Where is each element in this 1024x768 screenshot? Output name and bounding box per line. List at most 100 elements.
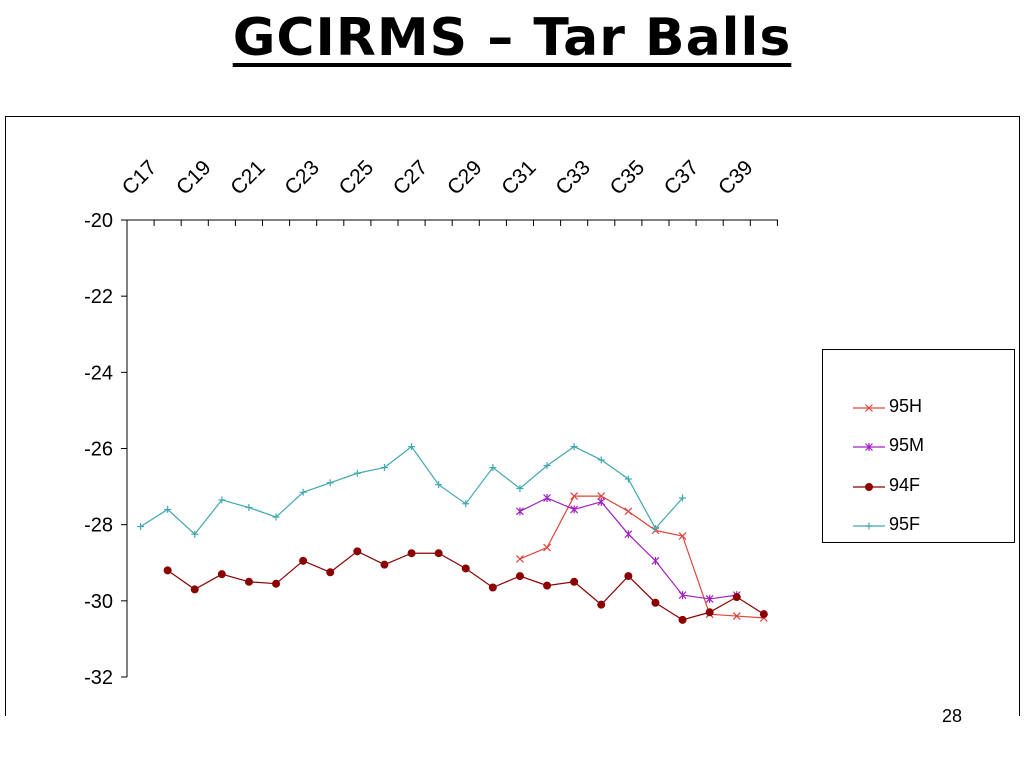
data-point-94F xyxy=(651,598,660,607)
data-point-95M xyxy=(705,594,714,603)
data-point-95F xyxy=(408,443,416,451)
data-point-94F xyxy=(624,572,633,581)
legend-marker-95H xyxy=(865,404,873,412)
legend-swatch-95M xyxy=(853,443,885,451)
y-tick-label: -30 xyxy=(84,591,113,613)
y-tick-label: -22 xyxy=(84,286,113,308)
data-point-95H xyxy=(732,612,741,620)
legend-marker-95F xyxy=(865,522,873,530)
data-point-95F xyxy=(651,524,659,532)
data-point-94F xyxy=(380,560,389,569)
data-point-94F xyxy=(217,570,226,579)
data-point-94F xyxy=(705,608,714,617)
slide-title: GCIRMS – Tar Balls xyxy=(232,8,792,68)
x-tick-label: C37 xyxy=(660,156,704,200)
y-tick-label: -28 xyxy=(84,515,113,537)
x-tick-label: C19 xyxy=(172,156,216,200)
data-point-95H xyxy=(597,492,606,501)
data-point-95M xyxy=(597,497,606,506)
series-94F xyxy=(163,547,768,624)
legend-label: 94F xyxy=(889,475,921,495)
data-point-95F xyxy=(380,464,388,472)
data-point-95F xyxy=(489,464,497,472)
data-point-94F xyxy=(163,566,172,575)
legend-label: 95H xyxy=(889,396,923,416)
data-point-95F xyxy=(299,488,307,496)
y-tick-label: -26 xyxy=(84,439,113,461)
x-tick-label: C25 xyxy=(335,156,379,200)
data-point-94F xyxy=(678,615,687,624)
data-point-95F xyxy=(326,479,334,487)
data-point-95H xyxy=(570,492,579,501)
data-point-95H xyxy=(624,507,633,516)
series-line-95M xyxy=(519,497,737,600)
x-tick-label: C31 xyxy=(497,156,541,200)
data-point-94F xyxy=(732,593,741,602)
data-point-95F xyxy=(624,475,632,483)
data-point-95H xyxy=(543,543,551,552)
slide-number: 28 xyxy=(941,706,962,726)
data-point-94F xyxy=(461,564,470,573)
legend-swatch-94F xyxy=(853,483,885,491)
data-point-95F xyxy=(218,496,226,504)
data-point-94F xyxy=(515,572,524,581)
data-point-95F xyxy=(679,494,687,502)
data-point-95M xyxy=(624,530,633,539)
x-tick-label: C21 xyxy=(226,156,270,200)
y-tick-label: -32 xyxy=(84,667,113,689)
legend-swatch-95F xyxy=(853,522,885,530)
data-point-95F xyxy=(462,500,470,508)
data-point-95F xyxy=(597,456,605,464)
data-point-95M xyxy=(570,505,579,514)
legend-swatch-95H xyxy=(853,404,885,412)
data-point-95F xyxy=(570,443,578,451)
data-point-95F xyxy=(245,504,253,512)
x-tick-label: C33 xyxy=(551,156,595,200)
data-point-95M xyxy=(651,556,660,565)
data-point-94F xyxy=(190,585,199,594)
chart-legend: 95H 95M 94F 95F xyxy=(822,349,1015,543)
legend-label: 95M xyxy=(889,435,925,455)
data-point-95H xyxy=(516,555,524,563)
data-point-95M xyxy=(516,507,524,516)
data-point-94F xyxy=(434,549,443,558)
legend-label: 95F xyxy=(889,514,921,534)
data-point-95H xyxy=(678,532,687,541)
data-point-94F xyxy=(407,549,416,558)
data-point-95F xyxy=(353,469,361,477)
legend-marker-94F xyxy=(865,483,873,491)
data-point-94F xyxy=(326,568,335,577)
data-point-95F xyxy=(164,505,172,513)
data-point-94F xyxy=(244,577,253,586)
data-point-95F xyxy=(435,481,443,489)
legend-marker-95M xyxy=(865,443,873,451)
series-line-95H xyxy=(519,495,764,619)
data-point-95F xyxy=(191,530,199,538)
x-tick-label: C39 xyxy=(714,156,758,200)
data-point-95F xyxy=(543,462,551,470)
data-point-95F xyxy=(516,484,524,492)
x-tick-label: C17 xyxy=(118,156,162,200)
data-point-95M xyxy=(543,494,551,503)
data-point-95F xyxy=(137,523,145,531)
series-95H xyxy=(516,492,768,622)
x-tick-label: C23 xyxy=(280,156,324,200)
chart-frame xyxy=(5,116,1020,716)
y-tick-label: -20 xyxy=(84,210,113,232)
data-point-94F xyxy=(299,556,308,565)
data-point-95F xyxy=(272,513,280,521)
data-point-94F xyxy=(488,583,497,592)
x-tick-label: C27 xyxy=(389,156,433,200)
data-point-94F xyxy=(759,610,768,619)
series-95F xyxy=(137,443,687,538)
y-tick-label: -24 xyxy=(84,362,113,384)
x-tick-label: C35 xyxy=(606,156,650,200)
data-point-94F xyxy=(353,547,362,556)
data-point-94F xyxy=(597,600,606,609)
data-point-95M xyxy=(678,591,687,600)
data-point-94F xyxy=(570,577,579,586)
data-point-94F xyxy=(272,579,281,588)
data-point-94F xyxy=(543,581,552,590)
x-tick-label: C29 xyxy=(443,156,487,200)
